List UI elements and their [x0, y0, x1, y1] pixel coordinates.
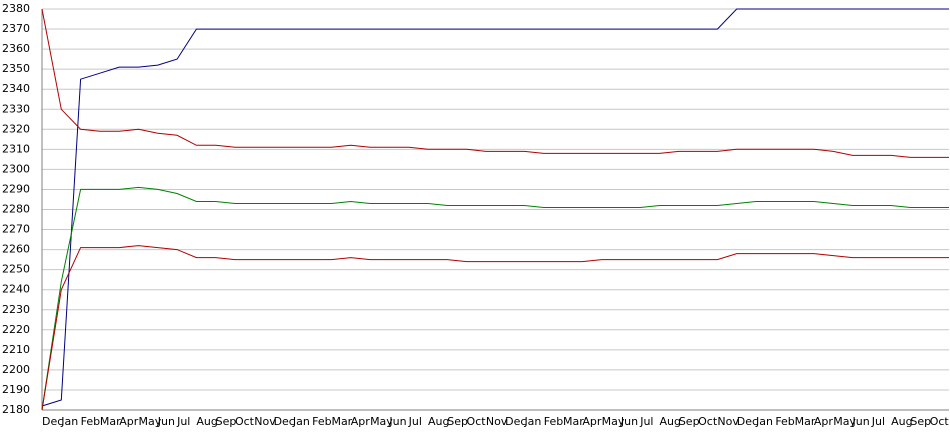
x-tick-label: Apr [351, 415, 371, 428]
x-tick-label: Feb [81, 415, 100, 428]
x-tick-label: Sep [216, 415, 237, 428]
y-tick-label: 2180 [2, 403, 30, 416]
x-tick-label: Oct [467, 415, 487, 428]
y-tick-label: 2190 [2, 383, 30, 396]
x-tick-label: Sep [910, 415, 931, 428]
series-line [41, 8, 949, 158]
y-tick-label: 2380 [2, 2, 30, 15]
x-tick-label: Nov [486, 415, 508, 428]
x-tick-label: Feb [544, 415, 563, 428]
y-tick-label: 2250 [2, 263, 30, 276]
x-tick-label: Aug [660, 415, 681, 428]
x-tick-label: Jul [408, 415, 422, 428]
x-tick-label: Apr [814, 415, 834, 428]
y-tick-label: 2230 [2, 303, 30, 316]
x-tick-label: May [138, 415, 161, 428]
x-tick-label: Oct [235, 415, 255, 428]
y-tick-label: 2260 [2, 243, 30, 256]
y-tick-label: 2360 [2, 42, 30, 55]
x-tick-label: Nov [254, 415, 276, 428]
y-tick-label: 2370 [2, 22, 30, 35]
x-tick-label: Aug [891, 415, 912, 428]
y-tick-label: 2300 [2, 162, 30, 175]
x-tick-label: Nov [717, 415, 739, 428]
x-tick-label: Mar [100, 415, 121, 428]
x-tick-label: Dec [274, 415, 295, 428]
y-tick-label: 2270 [2, 223, 30, 236]
y-tick-label: 2320 [2, 122, 30, 135]
y-tick-label: 2200 [2, 363, 30, 376]
x-tick-label: Mar [331, 415, 352, 428]
x-tick-label: Jan [292, 415, 310, 428]
y-tick-label: 2280 [2, 203, 30, 216]
y-tick-label: 2350 [2, 62, 30, 75]
x-tick-label: Dec [737, 415, 758, 428]
x-tick-label: Apr [582, 415, 602, 428]
x-tick-label: Apr [119, 415, 139, 428]
x-tick-label: Jan [60, 415, 78, 428]
x-tick-label: Dec [505, 415, 526, 428]
x-tick-label: Mar [795, 415, 816, 428]
x-tick-label: Jul [871, 415, 885, 428]
series-line [41, 8, 949, 407]
y-tick-label: 2240 [2, 283, 30, 296]
x-tick-label: Oct [930, 415, 950, 428]
y-tick-label: 2330 [2, 102, 30, 115]
x-tick-label: Jun [620, 415, 638, 428]
x-tick-label: Aug [196, 415, 217, 428]
x-tick-label: Jun [852, 415, 870, 428]
series-line [41, 186, 949, 411]
x-tick-label: Jul [176, 415, 190, 428]
x-tick-label: Feb [775, 415, 794, 428]
series-line [41, 245, 949, 411]
x-tick-label: Jan [755, 415, 773, 428]
x-tick-label: Dec [42, 415, 63, 428]
x-tick-label: Jul [639, 415, 653, 428]
x-tick-label: Sep [447, 415, 468, 428]
x-tick-label: Jun [157, 415, 175, 428]
y-tick-label: 2210 [2, 343, 30, 356]
x-tick-label: May [370, 415, 393, 428]
x-tick-label: Aug [428, 415, 449, 428]
x-tick-label: Jun [388, 415, 406, 428]
y-tick-label: 2220 [2, 323, 30, 336]
y-tick-label: 2290 [2, 182, 30, 195]
y-tick-label: 2310 [2, 142, 30, 155]
x-tick-label: Mar [563, 415, 584, 428]
x-tick-label: May [602, 415, 625, 428]
x-tick-label: Sep [679, 415, 700, 428]
x-tick-label: Feb [312, 415, 331, 428]
x-tick-label: May [833, 415, 856, 428]
x-tick-label: Oct [698, 415, 718, 428]
y-tick-label: 2340 [2, 82, 30, 95]
x-tick-label: Jan [523, 415, 541, 428]
